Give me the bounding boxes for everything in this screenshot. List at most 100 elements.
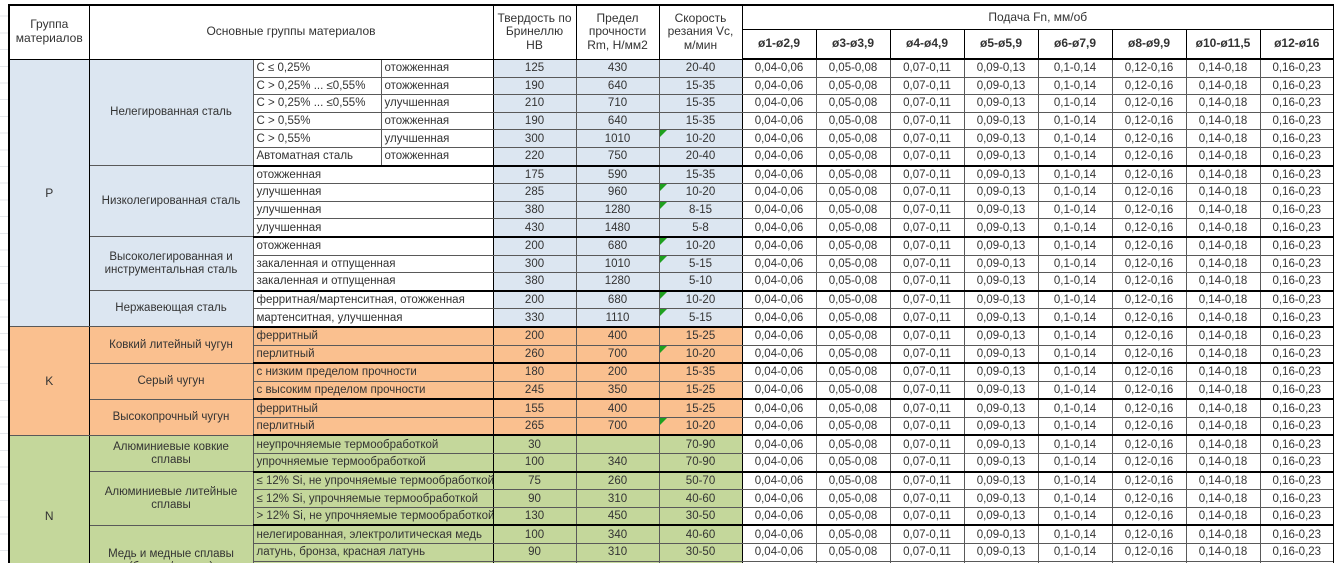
feed-value-cell: 0,09-0,13	[963, 326, 1039, 346]
detail-condition-cell: с высоким пределом прочности	[252, 380, 494, 401]
detail-condition-cell: нелегированная, электролитическая медь	[252, 524, 494, 545]
detail-condition-cell: улучшенная	[252, 183, 494, 202]
feed-value-cell: 0,12-0,16	[1111, 94, 1187, 113]
detail-condition-cell: с низким пределом прочности	[252, 362, 494, 382]
cell-flag-triangle-icon	[660, 309, 667, 317]
cutting-speed-vc-cell: 15-25	[658, 380, 743, 401]
feed-value-cell: 0,14-0,18	[1185, 272, 1261, 292]
feed-value-cell: 0,16-0,23	[1259, 380, 1334, 401]
hardness-hb-cell: 210	[492, 94, 577, 113]
feed-value-cell: 0,14-0,18	[1185, 58, 1261, 78]
detail-condition-cell: C > 0,25% ... ≤0,55%	[252, 76, 382, 96]
subgroup-name: Высокопрочный чугун	[88, 398, 254, 436]
detail-condition-cell: отожженная	[252, 165, 494, 185]
feed-value-cell: 0,16-0,23	[1259, 236, 1334, 256]
feed-value-cell: 0,12-0,16	[1111, 434, 1187, 455]
cutting-speed-vc-cell: 50-70	[658, 471, 743, 491]
feed-value-cell: 0,12-0,16	[1111, 524, 1187, 545]
cutting-speed-vc-cell: 15-35	[658, 165, 743, 185]
feed-value-cell: 0,07-0,11	[889, 362, 965, 382]
feed-value-cell: 0,05-0,08	[815, 489, 891, 508]
cutting-speed-vc-cell: 5-8	[658, 218, 743, 238]
header-feed-fn: Подача Fn, мм/об	[741, 4, 1334, 30]
feed-value-cell: 0,07-0,11	[889, 506, 965, 527]
hardness-hb-cell: 380	[492, 200, 577, 220]
strength-rm-cell: 640	[575, 76, 660, 96]
feed-value-cell: 0,12-0,16	[1111, 326, 1187, 346]
strength-rm-cell: 590	[575, 165, 660, 185]
feed-value-cell: 0,1-0,14	[1037, 380, 1113, 401]
feed-value-cell: 0,07-0,11	[889, 218, 965, 238]
feed-value-cell: 0,04-0,06	[741, 344, 817, 365]
feed-value-cell: 0,05-0,08	[815, 398, 891, 418]
feed-value-cell: 0,09-0,13	[963, 344, 1039, 365]
detail-condition-cell: Автоматная сталь	[252, 146, 382, 167]
feed-value-cell: 0,1-0,14	[1037, 398, 1113, 418]
feed-value-cell: 0,07-0,11	[889, 416, 965, 437]
feed-value-cell: 0,16-0,23	[1259, 453, 1334, 473]
hardness-hb-cell: 100	[492, 524, 577, 545]
strength-rm-cell: 680	[575, 236, 660, 256]
feed-value-cell: 0,1-0,14	[1037, 543, 1113, 562]
feed-value-cell: 0,09-0,13	[963, 94, 1039, 113]
feed-value-cell: 0,12-0,16	[1111, 344, 1187, 365]
feed-value-cell: 0,1-0,14	[1037, 506, 1113, 527]
strength-rm-cell: 750	[575, 146, 660, 167]
subgroup-name: Алюминиевые ковкие сплавы	[88, 434, 254, 473]
feed-value-cell: 0,04-0,06	[741, 146, 817, 167]
detail-state-cell: улучшенная	[380, 94, 494, 113]
strength-rm-cell: 200	[575, 362, 660, 382]
feed-value-cell: 0,16-0,23	[1259, 308, 1334, 328]
strength-rm-cell: 1280	[575, 272, 660, 292]
detail-condition-cell: C > 0,25% ... ≤0,55%	[252, 94, 382, 113]
detail-state-cell: улучшенная	[380, 129, 494, 148]
cell-flag-triangle-icon	[660, 418, 667, 425]
feed-value-cell: 0,14-0,18	[1185, 111, 1261, 131]
feed-value-cell: 0,14-0,18	[1185, 146, 1261, 167]
strength-rm-cell: 960	[575, 183, 660, 202]
header-hardness-hb: Твердость по Бринеллю НВ	[492, 4, 577, 60]
feed-value-cell: 0,07-0,11	[889, 434, 965, 455]
cutting-speed-vc-cell: 5-10	[658, 272, 743, 292]
strength-rm-cell: 450	[575, 506, 660, 527]
hardness-hb-cell: 260	[492, 344, 577, 365]
feed-value-cell: 0,1-0,14	[1037, 524, 1113, 545]
feed-value-cell: 0,07-0,11	[889, 380, 965, 401]
feed-value-cell: 0,04-0,06	[741, 200, 817, 220]
feed-value-cell: 0,09-0,13	[963, 200, 1039, 220]
hardness-hb-cell: 380	[492, 272, 577, 292]
feed-value-cell: 0,1-0,14	[1037, 183, 1113, 202]
cutting-speed-vc-cell: 40-60	[658, 524, 743, 545]
header-strength-rm: Предел прочности Rm, Н/мм2	[575, 4, 660, 60]
cutting-speed-vc-cell: 40-60	[658, 489, 743, 508]
feed-value-cell: 0,12-0,16	[1111, 543, 1187, 562]
hardness-hb-cell: 75	[492, 471, 577, 491]
feed-value-cell: 0,05-0,08	[815, 453, 891, 473]
feed-value-cell: 0,1-0,14	[1037, 165, 1113, 185]
feed-value-cell: 0,09-0,13	[963, 290, 1039, 310]
feed-value-cell: 0,07-0,11	[889, 146, 965, 167]
strength-rm-cell: 1110	[575, 308, 660, 328]
feed-value-cell: 0,09-0,13	[963, 416, 1039, 437]
feed-value-cell: 0,09-0,13	[963, 308, 1039, 328]
feed-value-cell: 0,16-0,23	[1259, 58, 1334, 78]
feed-value-cell: 0,09-0,13	[963, 236, 1039, 256]
feed-value-cell: 0,04-0,06	[741, 326, 817, 346]
feed-value-cell: 0,09-0,13	[963, 524, 1039, 545]
cutting-speed-vc-cell: 10-20	[658, 290, 743, 310]
feed-value-cell: 0,16-0,23	[1259, 129, 1334, 148]
feed-value-cell: 0,07-0,11	[889, 58, 965, 78]
cutting-speed-vc-cell: 15-25	[658, 398, 743, 418]
hardness-hb-cell: 30	[492, 434, 577, 455]
feed-value-cell: 0,04-0,06	[741, 76, 817, 96]
hardness-hb-cell: 155	[492, 398, 577, 418]
strength-rm-cell: 1010	[575, 129, 660, 148]
feed-value-cell: 0,1-0,14	[1037, 272, 1113, 292]
feed-value-cell: 0,14-0,18	[1185, 344, 1261, 365]
detail-condition-cell: ≤ 12% Si, упрочняемые термообработкой	[252, 489, 494, 508]
feed-value-cell: 0,14-0,18	[1185, 236, 1261, 256]
feed-value-cell: 0,04-0,06	[741, 308, 817, 328]
detail-condition-cell: ферритный	[252, 326, 494, 346]
detail-condition-cell: латунь, бронза, красная латунь	[252, 543, 494, 562]
feed-value-cell: 0,07-0,11	[889, 290, 965, 310]
